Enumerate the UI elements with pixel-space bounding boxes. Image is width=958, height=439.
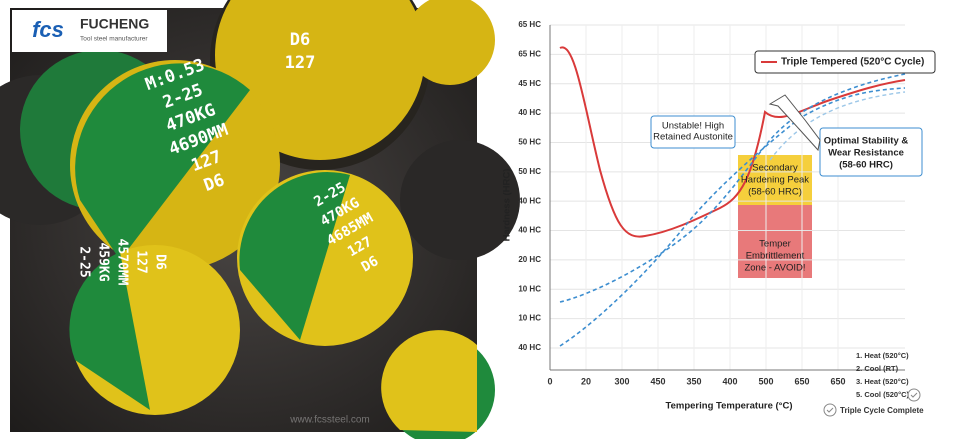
brand: FUCHENG [80,16,149,32]
annotation: Zone - AVOID! [744,263,805,274]
triple-tempered-curve [559,46,906,238]
check-icon [907,388,921,402]
annotation: Optimal Stability & [824,136,909,147]
annotation: Embrittlement [746,251,805,262]
annotation-box [819,127,923,177]
step-label: 1. Heat (520°C) [856,351,909,360]
legend [754,50,936,74]
y-axis-title: Hardness (HRC) [502,169,513,242]
check-icon [910,392,918,398]
step-label: 2. Cool (RT) [856,364,899,373]
bar-markings: M:0.532-25470KG4690MM127D6D61272-25470KG… [77,30,382,286]
x-tick-label: 300 [614,376,629,386]
annotation: Wear Resistance [828,148,904,159]
curve [559,73,906,303]
tagline: Tool steel manufacturer [80,36,148,43]
y-tick-label: 40 HC [518,226,541,235]
x-tick-label: 650 [794,376,809,386]
check-icon [826,407,834,413]
watermark: www.fcssteel.com [289,415,369,426]
bar-marking: 127 [285,53,316,73]
y-tick-label: 45 HC [518,79,541,88]
bar-marking: D6 [153,254,168,270]
annotation: (58-60 HRC) [839,160,893,171]
legend-label: Triple Tempered (520°C Cycle) [781,57,924,68]
x-tick-label: 20 [581,376,591,386]
y-tick-label: 65 HC [518,49,541,58]
step-label: 5. Cool (520°C) [856,390,910,399]
bar-end [69,245,240,415]
y-tick-label: 10 HC [518,284,541,293]
x-tick-label: 650 [830,376,845,386]
x-axis-title: Tempering Temperature (°C) [666,401,793,412]
x-tick-label: 350 [686,376,701,386]
y-tick-label: 20 HC [518,255,541,264]
y-tick-label: 65 HC [518,20,541,29]
arrow [768,94,821,152]
x-tick-label: 400 [722,376,737,386]
annotation: Temper [759,239,791,250]
photo [0,0,520,439]
bar-end [237,170,413,346]
annotation: (58-60 HRC) [748,187,802,198]
embrittlement-zone [738,205,812,278]
bar-marking: D6 [290,30,310,50]
annotation: Secondary [752,163,798,174]
x-tick-label: 0 [547,376,552,386]
complete-label: Triple Cycle Complete [840,406,924,415]
annotation-box [650,115,736,149]
y-tick-label: 50 HC [518,167,541,176]
bar-marking: D6 [359,253,382,275]
logo: fcs FUCHENG Tool steel manufacturer [12,10,167,52]
chart: 65 HC 65 HC 45 HC 40 HC 50 HC 50 HC 40 HC 40 HC… [502,20,936,417]
bar-marking: 459KG [96,242,111,281]
y-tick-label: 40 HC [518,343,541,352]
check-icon [823,403,837,417]
x-tick-label: 450 [650,376,665,386]
annotation: Retained Austonite [653,132,733,143]
y-tick-label: 40 HC [518,196,541,205]
logo-mark: fcs [32,17,64,42]
bar-end [70,60,280,270]
y-tick-label: 10 HC [518,314,541,323]
bar-marking: 2-25 [77,246,92,277]
y-tick-label: 50 HC [518,138,541,147]
annotation: Unstable! High [662,121,724,132]
bar-marking: 4570MM [115,239,130,286]
peak-zone [738,155,812,205]
curve [769,91,906,161]
bar-marking: 127 [134,250,149,273]
annotation: Hardening Peak [741,175,809,186]
step-label: 3. Heat (520°C) [856,377,909,386]
x-tick-label: 500 [758,376,773,386]
y-tick-label: 40 HC [518,108,541,117]
